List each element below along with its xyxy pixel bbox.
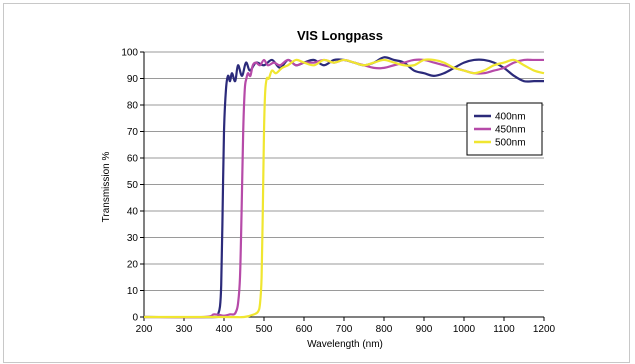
y-tick-label: 50 — [127, 180, 139, 191]
x-tick-label: 800 — [376, 324, 393, 335]
y-tick-label: 30 — [127, 233, 139, 244]
x-tick-label: 500 — [256, 324, 273, 335]
y-tick-label: 60 — [127, 154, 139, 165]
grid-layer — [140, 51, 545, 321]
chart-frame: VIS Longpass 0 10 20 30 40 50 60 70 80 90 100 200 3… — [3, 3, 630, 363]
x-axis-label: Wavelength (nm) — [307, 339, 383, 350]
y-tick-labels: 0 10 20 30 40 50 60 70 80 90 100 — [121, 48, 138, 324]
y-tick-label: 0 — [132, 313, 138, 324]
y-tick-label: 10 — [127, 286, 139, 297]
legend-label: 400nm — [495, 112, 526, 123]
y-tick-label: 40 — [127, 207, 139, 218]
y-tick-label: 80 — [127, 101, 139, 112]
x-tick-label: 300 — [176, 324, 193, 335]
chart-svg: VIS Longpass 0 10 20 30 40 50 60 70 80 90 100 200 3… — [101, 28, 556, 350]
y-tick-label: 70 — [127, 127, 139, 138]
x-tick-label: 600 — [296, 324, 313, 335]
series-line-400nm — [143, 56, 544, 319]
legend: 400nm 450nm 500nm — [466, 102, 543, 156]
chart-title: VIS Longpass — [297, 28, 383, 43]
legend-label: 450nm — [495, 125, 526, 136]
x-tick-label: 200 — [136, 324, 153, 335]
y-tick-label: 20 — [127, 260, 139, 271]
series-line-500nm — [144, 58, 545, 319]
x-tick-label: 700 — [336, 324, 353, 335]
x-tick-label: 900 — [416, 324, 433, 335]
x-tick-labels: 200 300 400 500 600 700 800 900 1000 1100 1200 — [136, 324, 556, 335]
y-axis-label: Transmission % — [101, 152, 112, 223]
legend-label: 500nm — [495, 138, 526, 149]
x-tick-label: 400 — [216, 324, 233, 335]
x-tick-label: 1100 — [493, 324, 515, 335]
x-tick-label: 1000 — [453, 324, 476, 335]
x-tick-label: 1200 — [533, 324, 556, 335]
y-tick-label: 100 — [121, 48, 138, 59]
legend-items: 400nm 450nm 500nm — [474, 112, 526, 149]
y-tick-label: 90 — [127, 74, 139, 85]
series-layer — [143, 56, 545, 319]
series-line-450nm — [143, 58, 544, 319]
